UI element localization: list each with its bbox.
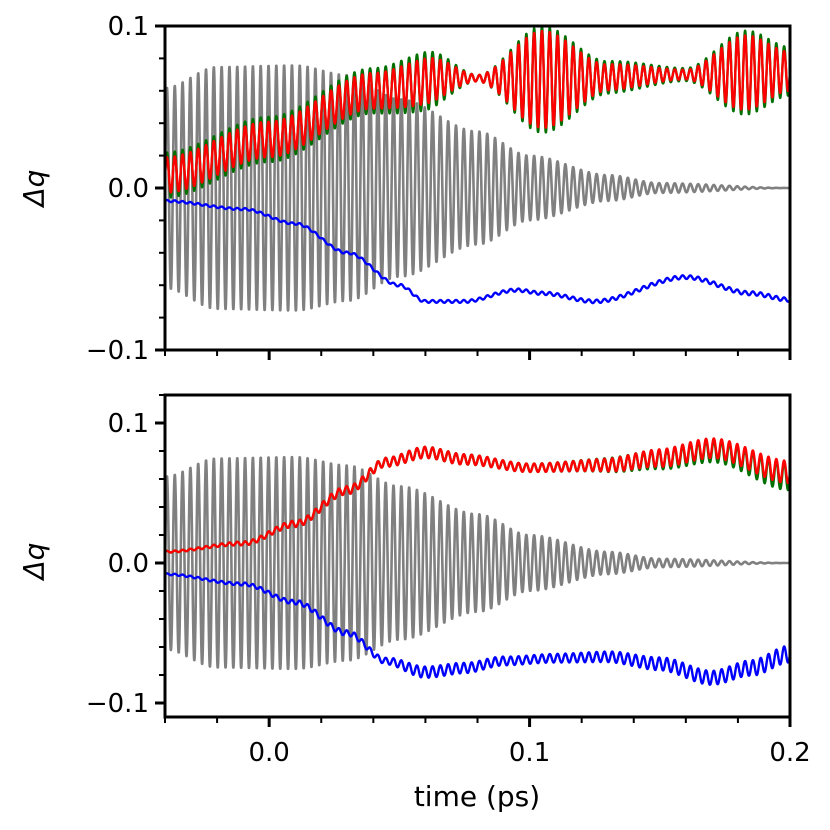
bottom-y-axis-label: Δq — [18, 543, 51, 582]
y-tick-label: −0.1 — [86, 336, 149, 366]
series-gray-line — [165, 64, 790, 312]
x-tick-label: 0.1 — [509, 738, 550, 768]
y-tick-label: 0.1 — [108, 12, 149, 42]
series-gray-line — [165, 455, 790, 671]
series-red-line — [165, 437, 790, 554]
bottom-panel: −0.1 0.0 0.1 0.0 0.1 0.2 Δq time (ps) — [18, 393, 811, 813]
top-series-group — [165, 26, 790, 312]
y-tick-label: 0.0 — [108, 174, 149, 204]
x-axis-label: time (ps) — [414, 780, 540, 813]
y-tick-label: −0.1 — [86, 689, 149, 719]
x-tick-label: 0.0 — [248, 738, 289, 768]
top-y-axis-label: Δq — [18, 170, 51, 209]
bottom-series-group — [165, 437, 790, 686]
series-blue-line — [165, 198, 790, 305]
x-tick-label: 0.2 — [769, 738, 810, 768]
y-tick-label: 0.1 — [108, 409, 149, 439]
top-ticks: −0.1 0.0 0.1 — [86, 12, 792, 366]
y-tick-label: 0.0 — [108, 549, 149, 579]
series-red-line — [165, 29, 790, 194]
bottom-ticks: −0.1 0.0 0.1 0.0 0.1 0.2 — [86, 394, 811, 768]
series-blue-line — [165, 572, 790, 686]
top-panel: −0.1 0.0 0.1 Δq — [18, 12, 792, 366]
